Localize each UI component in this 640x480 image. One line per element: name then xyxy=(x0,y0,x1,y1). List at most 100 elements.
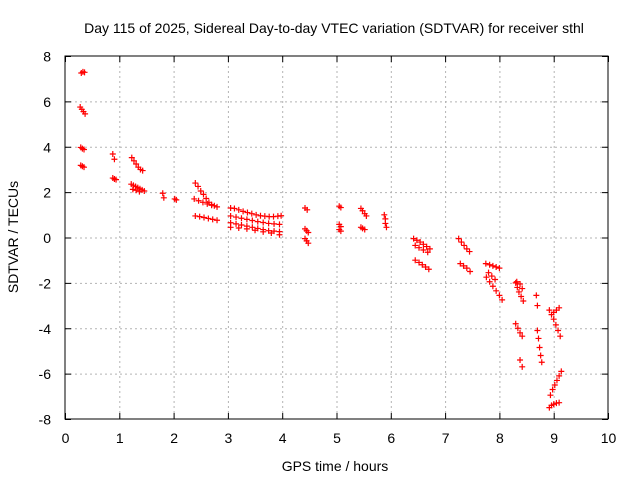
data-point xyxy=(455,235,462,242)
x-tick-label: 1 xyxy=(116,430,124,446)
data-point xyxy=(82,110,89,117)
data-point xyxy=(249,217,256,224)
data-point xyxy=(195,183,202,190)
data-point xyxy=(199,199,206,206)
x-tick-label: 5 xyxy=(333,430,341,446)
data-point xyxy=(133,187,140,194)
data-point xyxy=(485,269,492,276)
data-point xyxy=(304,206,311,213)
data-point xyxy=(243,225,250,232)
data-point xyxy=(458,239,465,246)
data-point xyxy=(214,203,221,210)
data-point xyxy=(556,399,563,406)
data-point xyxy=(412,242,419,249)
data-point xyxy=(235,224,242,231)
data-point xyxy=(549,386,556,393)
x-tick-label: 3 xyxy=(225,430,233,446)
data-point xyxy=(517,357,524,364)
y-tick-label: 4 xyxy=(43,139,51,155)
x-tick-label: 2 xyxy=(170,430,178,446)
plot-frame xyxy=(64,55,609,420)
data-point xyxy=(192,212,199,219)
data-point xyxy=(424,249,431,256)
data-point xyxy=(517,281,524,288)
data-point xyxy=(519,363,526,370)
data-point xyxy=(425,266,432,273)
data-point xyxy=(111,156,118,163)
data-point xyxy=(489,262,496,269)
y-tick-label: 0 xyxy=(43,230,51,246)
data-point xyxy=(463,245,470,252)
data-point xyxy=(233,214,240,221)
data-point xyxy=(520,298,527,305)
data-point xyxy=(552,321,559,328)
data-point xyxy=(205,215,212,222)
data-point xyxy=(235,206,242,213)
data-point xyxy=(483,274,490,281)
data-points xyxy=(77,68,565,411)
data-point xyxy=(231,205,238,212)
y-tick-label: 2 xyxy=(43,185,51,201)
data-point xyxy=(337,228,344,235)
data-point xyxy=(381,211,388,218)
data-point xyxy=(513,278,520,285)
data-point xyxy=(417,239,424,246)
y-tick-labels: -8 -6 -4 -2 0 2 4 6 8 xyxy=(39,49,52,428)
data-point xyxy=(412,257,419,264)
data-point xyxy=(534,327,541,334)
data-point xyxy=(422,263,429,270)
data-point xyxy=(195,197,202,204)
x-tick-label: 4 xyxy=(279,430,287,446)
data-point xyxy=(499,296,506,303)
data-point xyxy=(227,224,234,231)
data-point xyxy=(139,167,146,174)
data-point xyxy=(203,195,210,202)
data-point xyxy=(553,377,560,384)
data-point xyxy=(556,372,563,379)
data-point xyxy=(253,211,260,218)
data-point xyxy=(276,231,283,238)
y-tick-label: -6 xyxy=(39,366,52,382)
data-point xyxy=(233,220,240,227)
data-point xyxy=(133,160,140,167)
data-point xyxy=(461,242,468,249)
data-point xyxy=(141,187,148,194)
data-point xyxy=(486,261,493,268)
data-point xyxy=(512,279,519,286)
y-axis-label: SDTVAR / TECUs xyxy=(5,181,21,293)
data-point xyxy=(200,191,207,198)
x-tick-label: 8 xyxy=(496,430,504,446)
data-point xyxy=(136,188,143,195)
data-point xyxy=(305,240,312,247)
data-point xyxy=(493,263,500,270)
data-point xyxy=(337,204,344,211)
data-point xyxy=(249,224,256,231)
data-point xyxy=(492,276,499,283)
data-point xyxy=(514,284,521,291)
data-point xyxy=(535,335,542,342)
x-tick-label: 10 xyxy=(601,430,617,446)
x-tick-label: 7 xyxy=(442,430,450,446)
data-point xyxy=(460,262,467,269)
x-tick-labels: 0 1 2 3 4 5 6 7 8 9 10 xyxy=(62,430,617,446)
data-point xyxy=(519,285,526,292)
data-point xyxy=(363,212,370,219)
data-point xyxy=(383,224,390,231)
data-point xyxy=(238,222,245,229)
data-point xyxy=(534,302,541,309)
grid xyxy=(65,56,608,419)
y-tick-label: -8 xyxy=(39,412,52,428)
y-tick-label: 8 xyxy=(43,49,51,65)
data-point xyxy=(551,381,558,388)
data-point xyxy=(254,218,261,225)
chart-title: Day 115 of 2025, Sidereal Day-to-day VTE… xyxy=(84,20,584,36)
data-point xyxy=(128,154,135,161)
data-point xyxy=(130,157,137,164)
data-point xyxy=(518,293,525,300)
data-point xyxy=(423,243,430,250)
x-axis-label: GPS time / hours xyxy=(282,458,389,474)
data-point xyxy=(276,221,283,228)
data-point xyxy=(265,220,272,227)
data-point xyxy=(204,200,211,207)
